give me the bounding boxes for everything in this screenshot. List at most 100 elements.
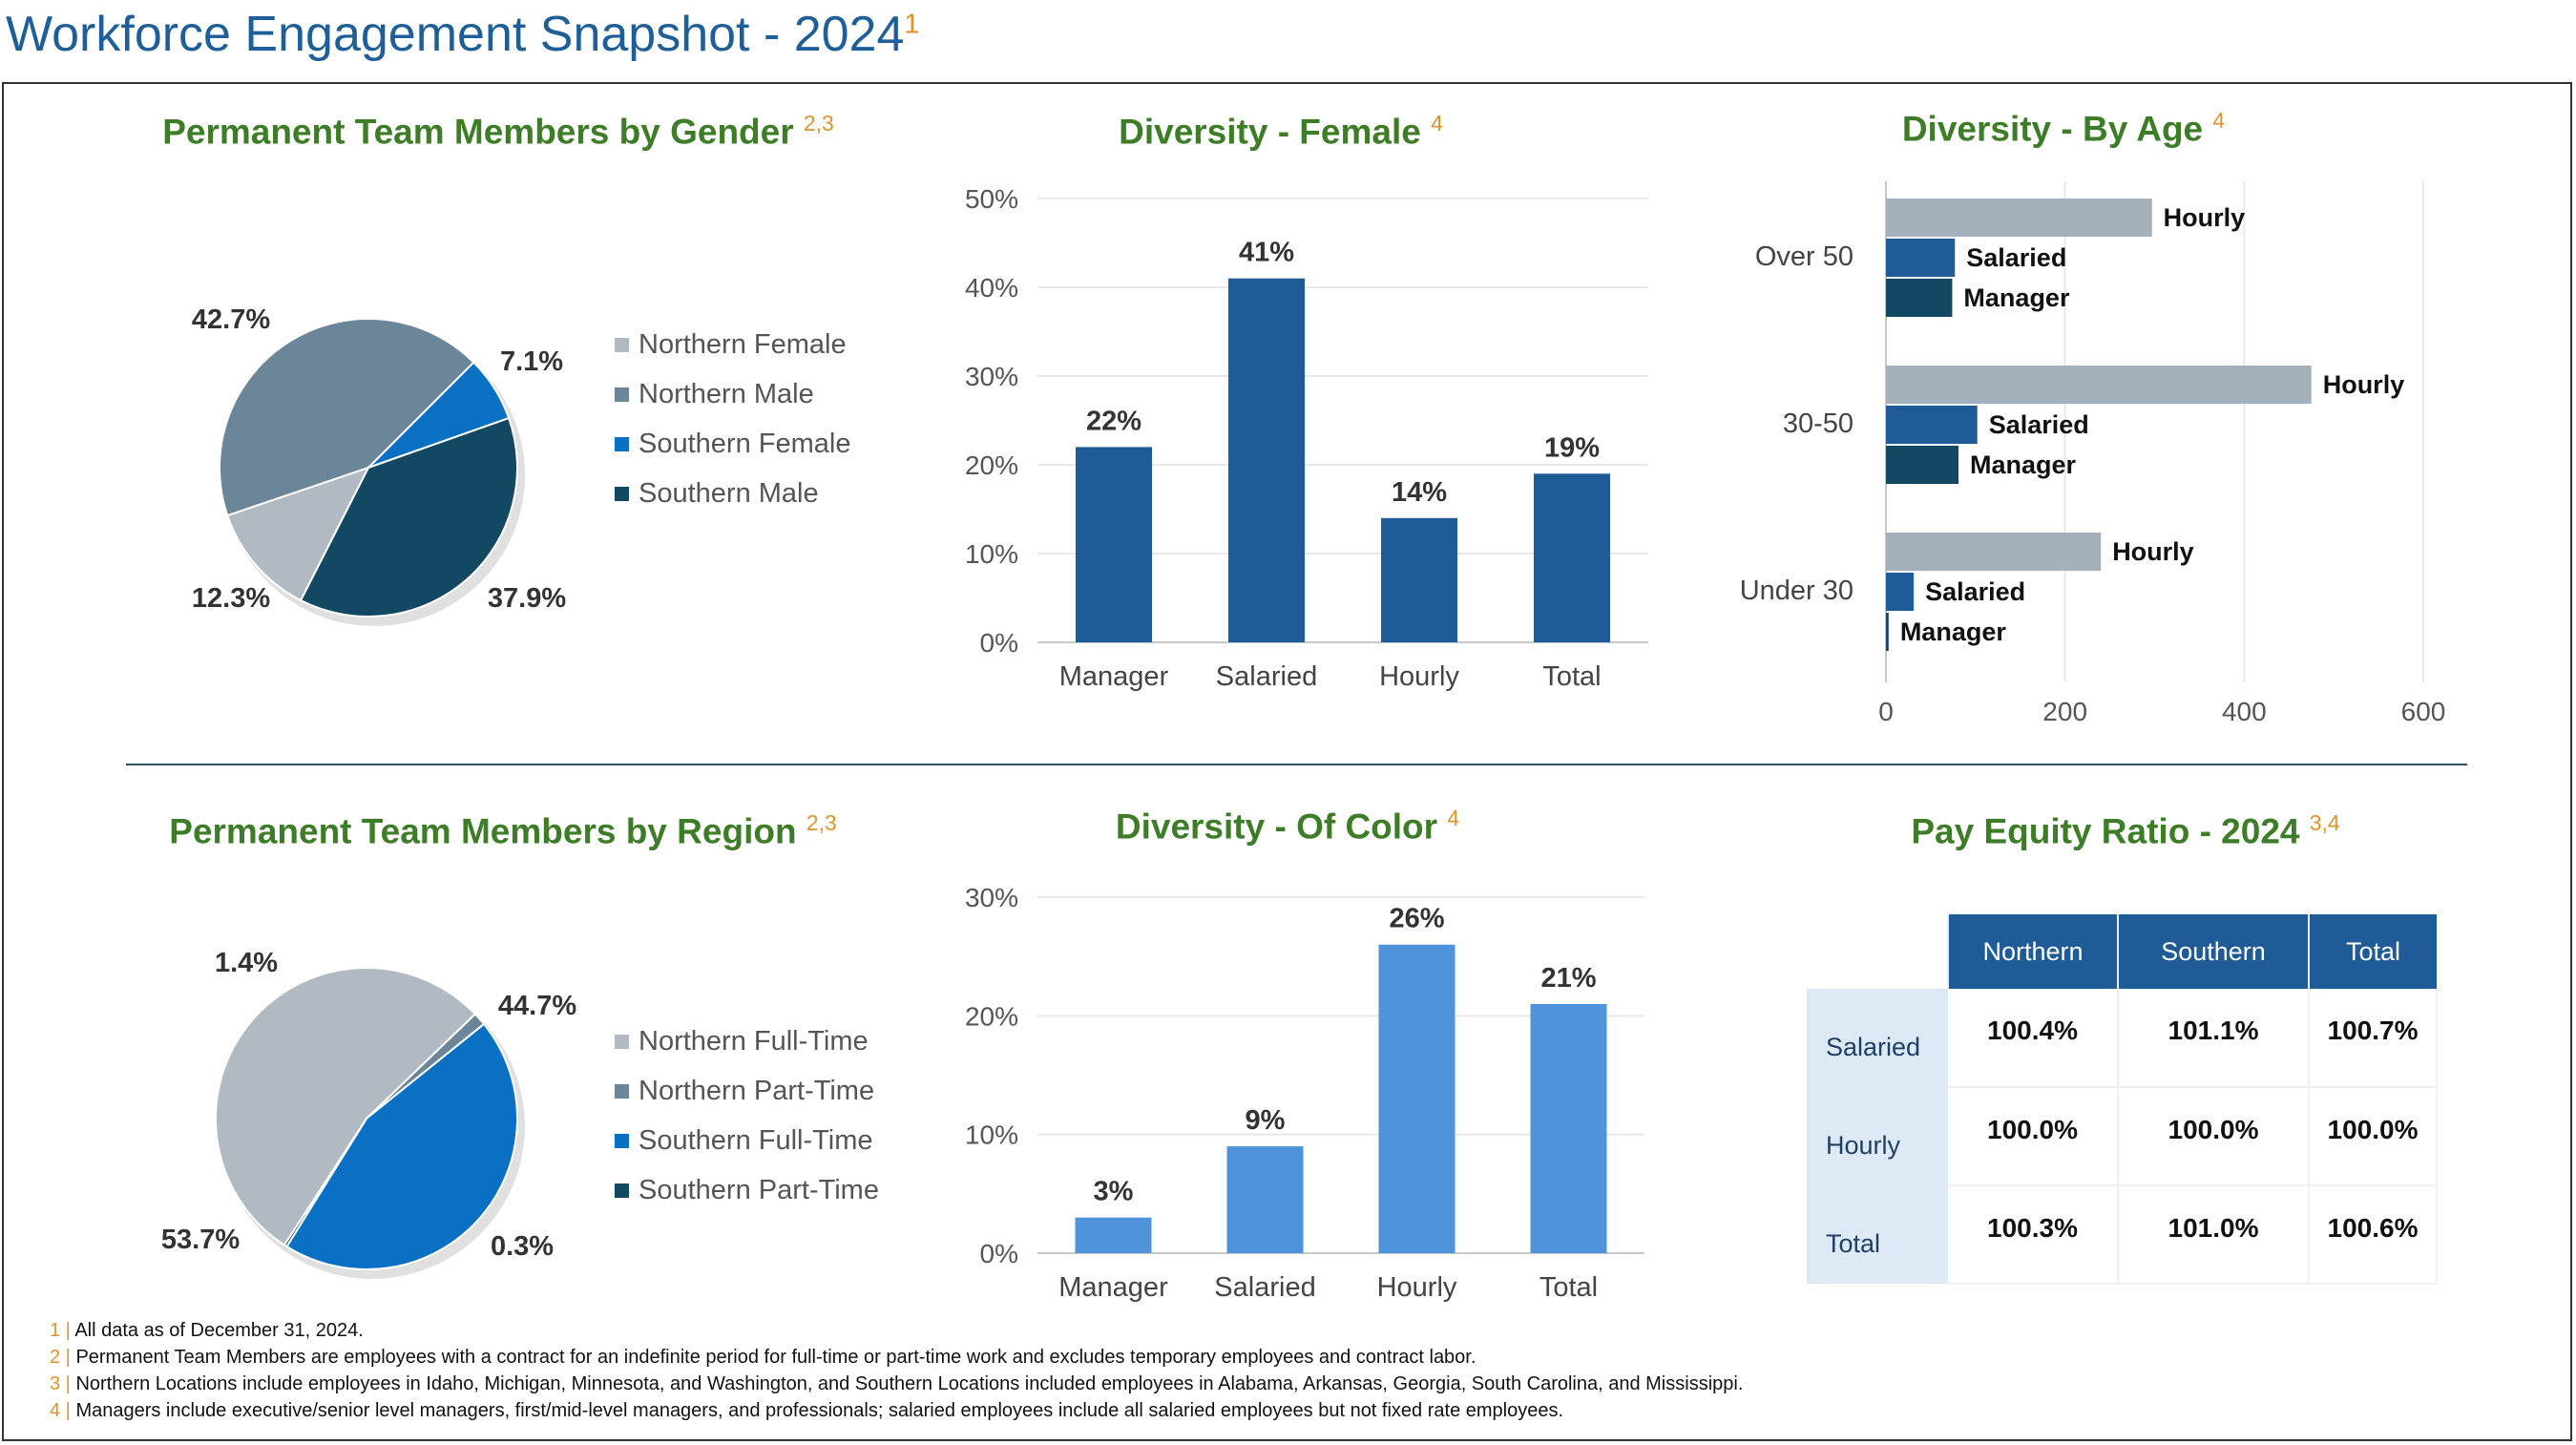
pay-table-corner: [1807, 914, 1949, 989]
pay-col-northern: Northern: [1948, 914, 2119, 989]
female-bar-label: 19%: [1544, 432, 1600, 463]
table-cell: 100.4%: [1948, 989, 2119, 1088]
color-bar-label: 21%: [1540, 963, 1596, 994]
age-bar: [1886, 533, 2102, 571]
color-bar: [1226, 1146, 1304, 1253]
age-x-tick-label: 400: [2222, 697, 2267, 726]
gender-pie-label: 7.1%: [500, 346, 563, 377]
age-bar-series-label: Salaried: [1925, 577, 2025, 606]
age-bar: [1886, 279, 1953, 317]
legend-swatch: [615, 387, 629, 402]
table-row: Hourly 100.0% 100.0% 100.0%: [1807, 1087, 2438, 1186]
gender-pie-slice: [299, 416, 518, 618]
color-y-tick-label: 0%: [980, 1239, 1018, 1268]
female-bar: [1228, 278, 1305, 642]
legend-label: Northern Male: [639, 378, 814, 409]
gender-pie-slice: [219, 318, 475, 517]
pay-col-total: Total: [2309, 914, 2437, 989]
table-row: Total 100.3% 101.0% 100.6%: [1807, 1185, 2438, 1285]
table-cell: 100.3%: [1948, 1185, 2119, 1285]
legend-item: Southern Part-Time: [615, 1165, 879, 1215]
footnote-number: 1: [50, 1320, 61, 1341]
gender-title-footnote-ref: 2,3: [803, 111, 834, 136]
age-bar: [1886, 613, 1889, 651]
legend-swatch: [615, 436, 629, 451]
age-bar: [1886, 406, 1978, 444]
female-y-tick-label: 40%: [965, 273, 1018, 303]
female-y-tick-label: 30%: [965, 362, 1018, 391]
footnote-number: 4: [50, 1400, 61, 1421]
female-bar: [1534, 473, 1610, 642]
age-bar: [1886, 239, 1956, 277]
female-y-tick-label: 50%: [965, 184, 1018, 214]
footnote-text: Northern Locations include employees in …: [75, 1373, 1744, 1394]
legend-swatch: [615, 1133, 629, 1148]
region-pie-label: 44.7%: [498, 991, 576, 1021]
table-cell: 100.0%: [2309, 1087, 2438, 1186]
footnote: 1 | All data as of December 31, 2024.: [50, 1320, 364, 1341]
gender-legend: Northern Female Northern Male Southern Fem…: [615, 320, 850, 518]
female-panel-title: Diversity - Female 4: [1119, 111, 1443, 152]
footnote-text: Permanent Team Members are employees wit…: [75, 1347, 1476, 1368]
table-cell: 100.6%: [2309, 1185, 2438, 1285]
age-bar-series-label: Hourly: [2323, 370, 2405, 399]
color-bar: [1530, 1003, 1607, 1253]
color-bar: [1075, 1217, 1152, 1253]
legend-item: Northern Full-Time: [615, 1016, 879, 1066]
female-title-footnote-ref: 4: [1431, 111, 1443, 136]
female-bar-label: 41%: [1239, 238, 1294, 268]
age-bar: [1886, 366, 2312, 404]
legend-label: Northern Part-Time: [639, 1075, 875, 1106]
legend-item: Northern Female: [615, 320, 850, 369]
legend-label: Southern Full-Time: [639, 1124, 873, 1156]
age-bar: [1886, 573, 1915, 611]
age-y-tick-label: Over 50: [1755, 241, 1853, 272]
age-title-footnote-ref: 4: [2212, 108, 2226, 133]
table-cell: 101.1%: [2118, 989, 2310, 1088]
female-y-tick-label: 20%: [965, 450, 1018, 480]
age-bar-series-label: Salaried: [1966, 243, 2066, 272]
table-cell: 100.0%: [1948, 1087, 2119, 1186]
female-x-tick-label: Hourly: [1379, 661, 1459, 692]
table-cell: 101.0%: [2118, 1185, 2310, 1285]
footnote: 2 | Permanent Team Members are employees…: [50, 1347, 1476, 1368]
gender-pie-slice: [225, 466, 371, 602]
legend-swatch: [615, 1083, 629, 1099]
age-bar-series-label: Hourly: [2112, 537, 2194, 566]
gender-pie-label: 37.9%: [488, 583, 566, 614]
age-bar: [1886, 199, 2152, 237]
gender-panel-title: Permanent Team Members by Gender 2,3: [162, 111, 834, 152]
color-bar-label: 3%: [1094, 1177, 1134, 1207]
footnote-number: 2: [50, 1347, 61, 1368]
footnote-text: Managers include executive/senior level …: [75, 1400, 1564, 1421]
age-bar-series-label: Salaried: [1989, 410, 2089, 439]
female-bar-label: 14%: [1392, 477, 1447, 508]
age-x-tick-label: 200: [2042, 697, 2087, 726]
color-bar: [1378, 944, 1456, 1253]
legend-label: Northern Female: [639, 328, 847, 360]
color-y-tick-label: 30%: [965, 883, 1018, 912]
color-y-tick-label: 10%: [965, 1120, 1018, 1150]
color-title-footnote-ref: 4: [1447, 806, 1460, 830]
legend-swatch: [615, 337, 629, 352]
female-bar: [1381, 517, 1457, 642]
color-x-tick-label: Hourly: [1377, 1272, 1457, 1303]
age-bar-series-label: Manager: [1963, 283, 2070, 312]
gender-pie-label: 12.3%: [192, 583, 270, 614]
pay-equity-table: Northern Southern Total Salaried 100.4% …: [1807, 914, 2438, 1285]
footnote-text: All data as of December 31, 2024.: [74, 1320, 364, 1341]
footnote-number: 3: [50, 1373, 61, 1394]
female-x-tick-label: Salaried: [1216, 661, 1317, 692]
pay-row-label: Hourly: [1807, 1087, 1948, 1185]
age-panel-title: Diversity - By Age 4: [1901, 108, 2226, 149]
age-y-tick-label: Under 30: [1740, 576, 1853, 606]
color-y-tick-label: 20%: [965, 1001, 1018, 1031]
legend-label: Southern Male: [639, 477, 819, 509]
legend-label: Northern Full-Time: [639, 1025, 869, 1057]
region-pie-slice: [285, 1022, 518, 1270]
legend-item: Southern Male: [615, 469, 850, 518]
color-panel-title: Diversity - Of Color 4: [1115, 806, 1460, 847]
female-y-tick-label: 0%: [980, 628, 1018, 658]
page-title: Workforce Engagement Snapshot - 20241: [6, 7, 920, 62]
